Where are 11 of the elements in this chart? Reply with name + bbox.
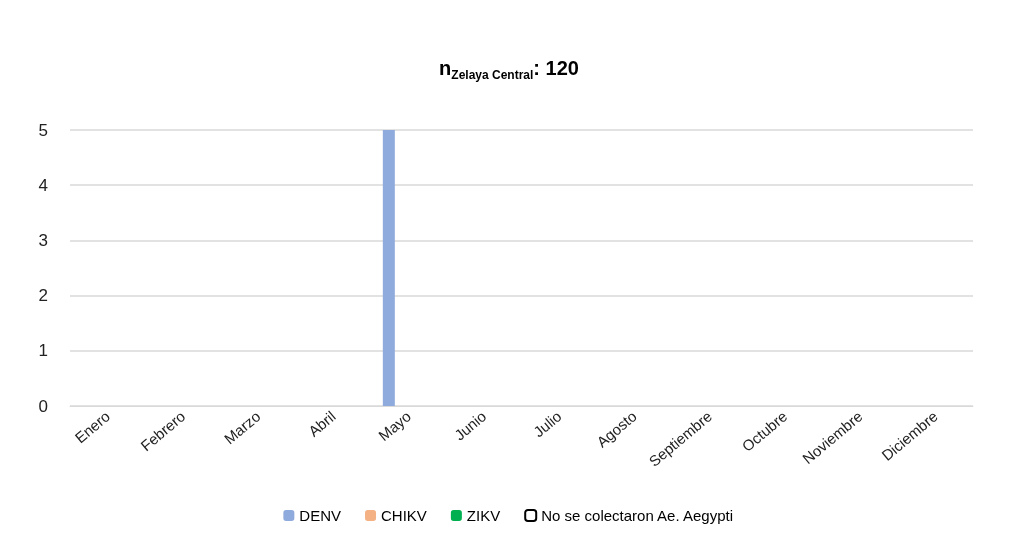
y-tick-label: 4 xyxy=(38,175,48,195)
legend-label: CHIKV xyxy=(381,507,427,524)
legend-label: No se colectaron Ae. Aegypti xyxy=(541,507,734,524)
y-tick-label: 2 xyxy=(38,286,48,306)
y-tick-label: 0 xyxy=(38,396,48,416)
legend-label: DENV xyxy=(299,507,342,524)
x-tick-label: Julio xyxy=(530,407,565,441)
legend-label: ZIKV xyxy=(466,507,501,524)
y-tick-label: 5 xyxy=(38,120,48,140)
y-tick-label: 1 xyxy=(38,341,48,361)
y-tick-label: 3 xyxy=(38,230,48,250)
